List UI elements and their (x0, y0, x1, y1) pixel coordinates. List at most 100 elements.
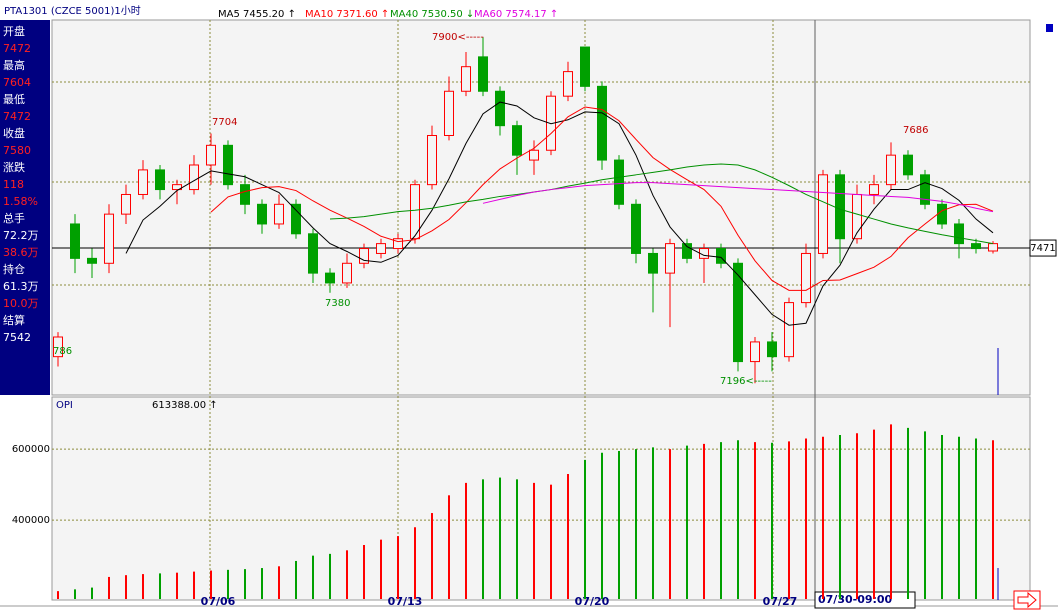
candle-body (682, 243, 692, 259)
ma-line (329, 163, 994, 245)
candle-body (903, 154, 913, 176)
arrow-icon (1017, 591, 1037, 609)
candle-body (376, 243, 386, 254)
candle-body (529, 149, 539, 161)
candle-body (937, 203, 947, 225)
candle-body (920, 174, 930, 205)
last-price-box (1029, 239, 1057, 257)
info-item: 总手 (3, 211, 25, 225)
ma-line (210, 106, 994, 291)
candle-body (427, 134, 437, 186)
nav-arrow[interactable] (1013, 590, 1041, 610)
candle-body (257, 203, 267, 225)
candle-body (274, 203, 284, 225)
ma-legend: MA5 7455.20 ↑ (218, 9, 296, 20)
candle-body (784, 302, 794, 358)
candle-body (223, 144, 233, 186)
info-item: 38.6万 (3, 246, 39, 259)
price-annotation: 7196<----- (720, 376, 772, 387)
y-tick-label: 400000 (12, 515, 50, 526)
ma-line (482, 182, 994, 213)
candle-body (70, 223, 80, 259)
info-item: 开盘 (3, 24, 25, 38)
candle-body (410, 184, 420, 240)
candle-body (206, 144, 216, 166)
ma-value: 7530.50 ↓ (421, 9, 474, 20)
price-annotation: 7900<----- (432, 32, 484, 43)
info-item: 7542 (3, 331, 31, 344)
candle-body (121, 193, 131, 215)
candle-body (716, 248, 726, 264)
opi-panel (51, 396, 1031, 601)
price-annotation: 7704 (212, 117, 237, 128)
candle-body (750, 341, 760, 363)
candle-body (308, 233, 318, 274)
candle-body (597, 85, 607, 161)
x-tick-label: 07/06 (201, 595, 236, 608)
price-annotation: 786 (53, 346, 72, 357)
ma-name: MA40 (390, 9, 418, 20)
info-item: 1.58% (3, 195, 38, 208)
last-price-label: 7471 (1030, 243, 1055, 254)
ma-value: 7371.60 ↑ (336, 9, 389, 20)
info-item: 收盘 (3, 126, 25, 140)
candle-body (291, 203, 301, 235)
candle-body (954, 223, 964, 245)
info-item: 持仓 (3, 262, 25, 276)
ma-line (125, 101, 994, 326)
opi-name: OPI (56, 400, 73, 411)
ma-name: MA10 (305, 9, 333, 20)
candle-body (189, 164, 199, 191)
candle-body (87, 257, 97, 264)
x-tick-label: 07/20 (575, 595, 610, 608)
info-item: 61.3万 (3, 280, 39, 293)
info-item: 涨跌 (3, 160, 25, 174)
candle-body (138, 169, 148, 195)
info-item: 7472 (3, 42, 31, 55)
candle-body (461, 66, 471, 92)
candle-body (444, 90, 454, 136)
price-annotation: 7380 (325, 298, 350, 309)
y-tick-label: 600000 (12, 444, 50, 455)
ma-value: 7574.17 ↑ (505, 9, 558, 20)
opi-value: 613388.00 ↑ (152, 400, 218, 411)
ma-value: 7455.20 ↑ (243, 9, 296, 20)
candle-body (495, 90, 505, 127)
candle-body (971, 243, 981, 250)
x-tick-label: 07/27 (763, 595, 798, 608)
candle-body (580, 46, 590, 87)
info-item: 结算 (3, 313, 25, 327)
candle-body (665, 243, 675, 274)
price-panel (51, 19, 1031, 396)
candle-body (988, 243, 998, 252)
candle-body (648, 252, 658, 274)
instrument-title: PTA1301 (CZCE 5001)1小时 (4, 5, 141, 17)
info-item: 10.0万 (3, 297, 39, 310)
candle-body (359, 248, 369, 264)
x-tick-label: 07/13 (388, 595, 423, 608)
info-item: 72.2万 (3, 229, 39, 242)
info-item: 最高 (3, 58, 25, 72)
scroll-marker (1046, 24, 1053, 32)
candle-body (53, 336, 63, 358)
candle-body (869, 184, 879, 195)
candle-body (172, 184, 182, 191)
nav-button[interactable] (1013, 590, 1041, 610)
info-item: 118 (3, 178, 24, 191)
candle-body (325, 272, 335, 284)
ma-legend: MA10 7371.60 ↑ (305, 9, 389, 20)
ma-name: MA5 (218, 9, 240, 20)
candle-body (886, 154, 896, 186)
candle-body (631, 203, 641, 254)
ma-legend: MA60 7574.17 ↑ (474, 9, 558, 20)
candle-body (240, 184, 250, 205)
candle-body (342, 262, 352, 284)
cursor-label: 07/30-09:00 (818, 593, 893, 606)
candle-body (818, 174, 828, 254)
candle-body (835, 174, 845, 240)
candle-body (155, 169, 165, 191)
info-item: 7472 (3, 110, 31, 123)
candle-body (512, 125, 522, 156)
ma-name: MA60 (474, 9, 502, 20)
